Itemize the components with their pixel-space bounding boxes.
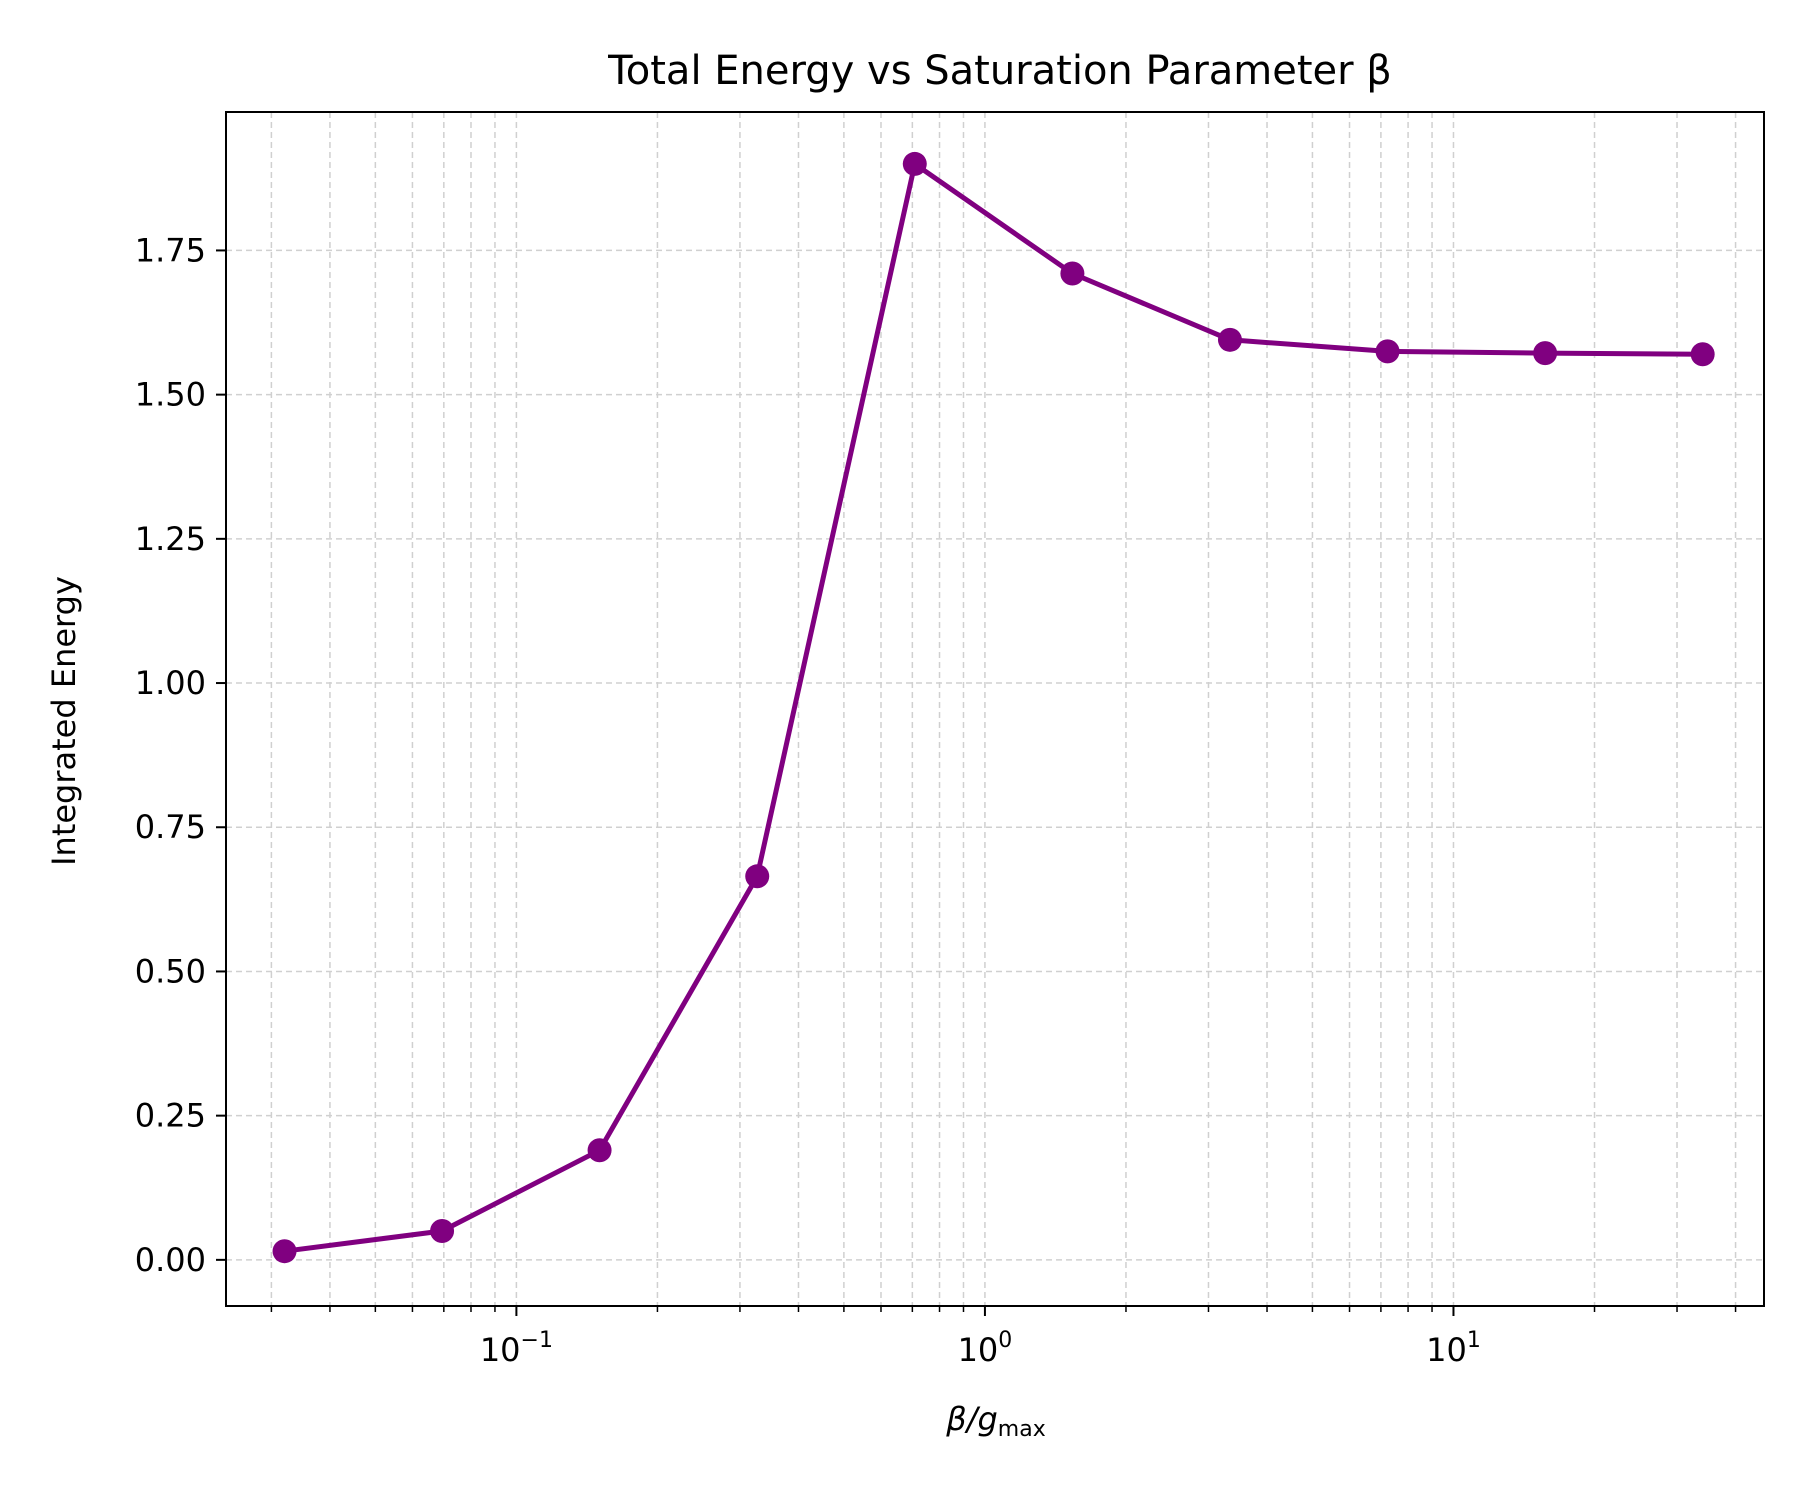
data-point: [902, 151, 927, 176]
y-tick-label: 0.00: [135, 1241, 206, 1279]
y-axis-label: Integrated Energy: [45, 576, 83, 866]
x-tick-label: 101: [1426, 1328, 1481, 1369]
series-line: [284, 161, 1703, 1254]
data-series: [272, 151, 1715, 1264]
y-tick-label: 1.50: [135, 376, 206, 414]
data-point: [1533, 341, 1558, 366]
axis-ticks: 0.00 0.25 0.50 0.75 1.00 1.25 1.50 1.75 10−1 100 1…: [135, 231, 1737, 1369]
grid: [226, 112, 1764, 1306]
data-point: [745, 864, 770, 889]
y-tick-label: 0.50: [135, 952, 206, 990]
y-tick-label: 0.25: [135, 1097, 206, 1135]
data-point: [1060, 261, 1085, 286]
data-point: [430, 1219, 455, 1244]
x-axis-label-main: β/g: [945, 1400, 998, 1438]
data-point: [1690, 342, 1715, 367]
y-tick-label: 1.25: [135, 520, 206, 558]
x-axis-label-subscript: max: [998, 1417, 1046, 1442]
plot-frame: [225, 111, 1765, 1307]
data-point: [1217, 327, 1242, 352]
x-tick-label: 100: [958, 1328, 1013, 1369]
data-point: [272, 1239, 297, 1264]
x-axis-label: β/gmax: [945, 1400, 1045, 1442]
y-tick-label: 0.75: [135, 808, 206, 846]
y-tick-label: 1.00: [135, 664, 206, 702]
data-point: [1375, 339, 1400, 364]
x-tick-label: 10−1: [480, 1328, 553, 1369]
chart-title: Total Energy vs Saturation Parameter β: [607, 48, 1392, 94]
y-tick-label: 1.75: [135, 231, 206, 269]
data-point: [587, 1138, 612, 1163]
